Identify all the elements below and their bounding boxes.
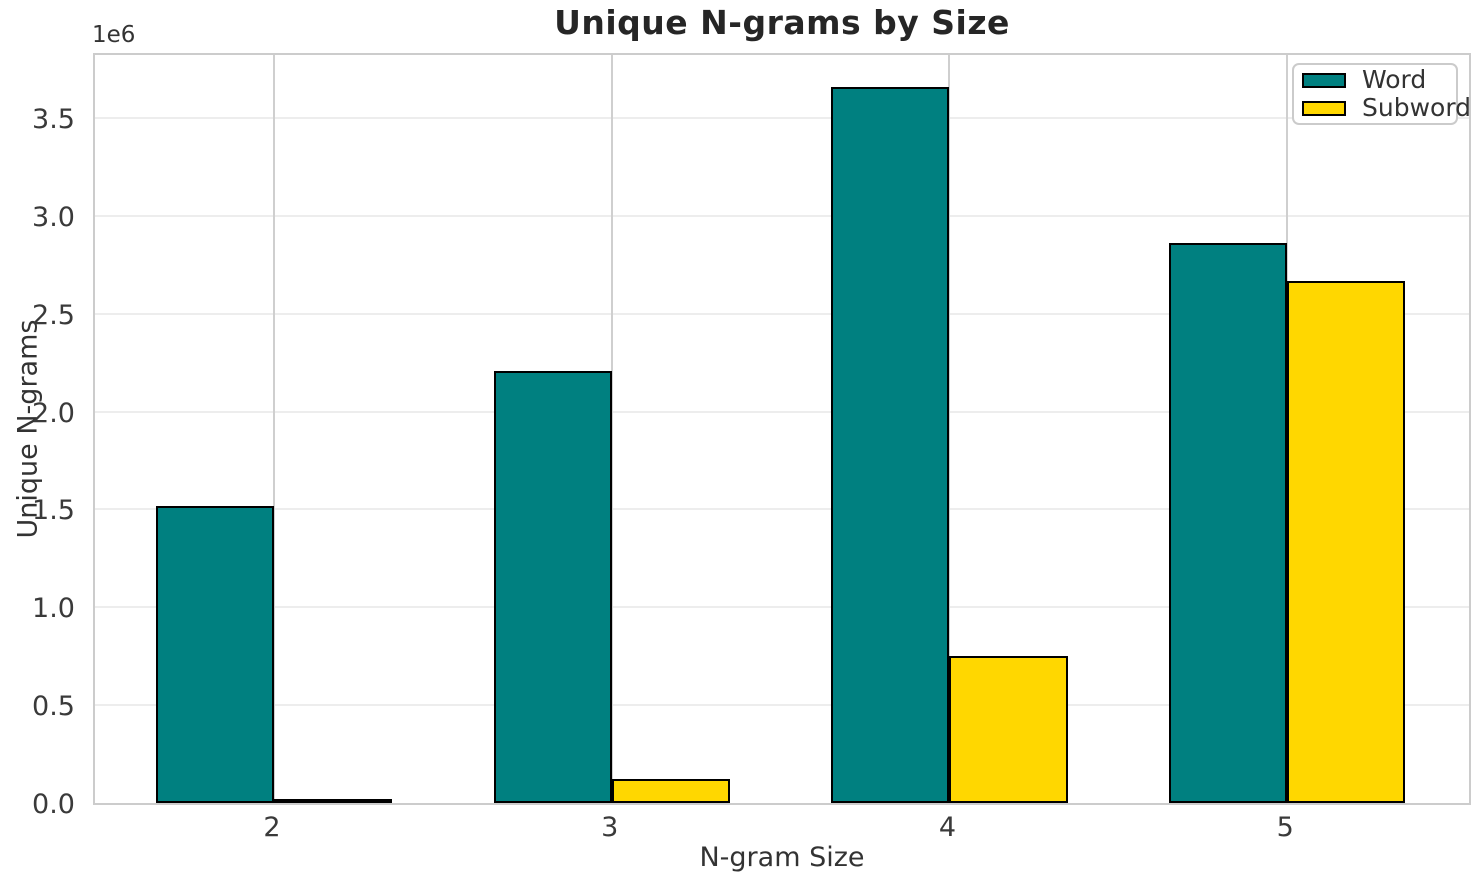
x-gridline xyxy=(610,55,613,803)
bar-subword-2 xyxy=(274,799,393,803)
legend-swatch-subword xyxy=(1302,100,1346,116)
x-axis-label: N-gram Size xyxy=(699,842,865,873)
bar-subword-3 xyxy=(611,778,730,803)
y-gridline xyxy=(95,410,1469,413)
x-tick-label: 3 xyxy=(601,812,619,843)
y-gridline xyxy=(95,214,1469,217)
bar-subword-4 xyxy=(949,656,1068,803)
y-tick-label: 2.0 xyxy=(32,397,75,429)
y-tick-label: 3.0 xyxy=(32,201,75,233)
bar-word-5 xyxy=(1169,243,1288,803)
bar-word-3 xyxy=(493,370,612,803)
y-gridline xyxy=(95,704,1469,707)
y-gridline xyxy=(95,117,1469,120)
x-tick-label: 5 xyxy=(1276,812,1294,843)
chart-title: Unique N-grams by Size xyxy=(554,3,1010,42)
bar-word-2 xyxy=(155,505,274,803)
legend-item: Subword xyxy=(1302,95,1471,121)
y-tick-label: 0.0 xyxy=(32,789,75,820)
y-tick-label: 1.0 xyxy=(32,593,75,625)
y-gridline xyxy=(95,606,1469,609)
y-tick-label: 2.5 xyxy=(32,299,75,331)
x-tick-label: 4 xyxy=(938,812,957,843)
legend-label: Word xyxy=(1362,65,1427,94)
legend-swatch-word xyxy=(1302,72,1346,88)
plot-area xyxy=(93,53,1471,805)
x-gridline xyxy=(273,55,275,803)
y-gridline xyxy=(95,312,1469,315)
y-axis-offset-label: 1e6 xyxy=(92,22,136,48)
y-gridline xyxy=(95,508,1469,511)
x-gridline xyxy=(948,55,951,803)
y-tick-label: 0.5 xyxy=(32,691,75,723)
legend: Word Subword xyxy=(1292,63,1471,125)
legend-item: Word xyxy=(1302,67,1456,93)
bar-word-4 xyxy=(831,86,950,803)
legend-label: Subword xyxy=(1362,93,1472,122)
y-tick-label: 1.5 xyxy=(32,495,75,527)
y-tick-label: 3.5 xyxy=(32,104,75,136)
x-tick-label: 2 xyxy=(263,812,281,843)
bar-subword-5 xyxy=(1287,280,1406,803)
